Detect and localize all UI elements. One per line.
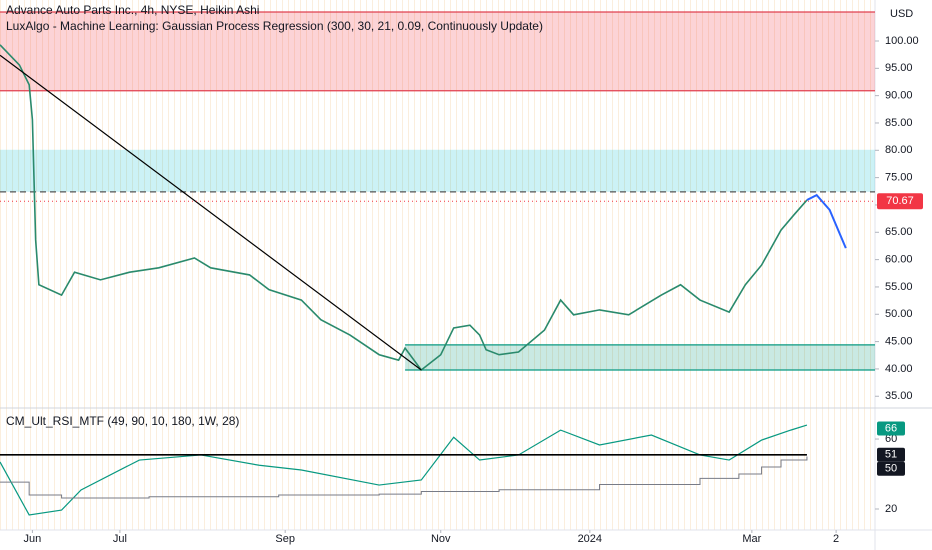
x-tick-label: Nov — [431, 533, 451, 545]
x-tick-label: Sep — [275, 533, 295, 545]
y-tick-label: 100.00 — [885, 35, 919, 47]
x-tick-label: Mar — [742, 533, 761, 545]
end-label-box — [877, 461, 905, 476]
y-tick-label: 80.00 — [885, 144, 913, 156]
y-tick-label: 85.00 — [885, 117, 913, 129]
end-label: 66 — [885, 422, 897, 434]
y-tick-label: 75.00 — [885, 172, 913, 184]
end-label-box — [877, 447, 905, 462]
series-line — [0, 54, 422, 371]
x-tick-label: 2024 — [578, 533, 602, 545]
plot-background — [0, 0, 875, 530]
y-tick-label: 95.00 — [885, 62, 913, 74]
y-tick-label: 35.00 — [885, 390, 913, 402]
rsi-title: CM_Ult_RSI_MTF (49, 90, 10, 180, 1W, 28) — [6, 414, 239, 428]
y-tick-label: 90.00 — [885, 90, 913, 102]
y-tick-label: 40.00 — [885, 363, 913, 375]
last-price-label: 70.67 — [886, 195, 914, 207]
y-tick-label: 65.00 — [885, 226, 913, 238]
y-tick-label: 20 — [885, 503, 897, 515]
zone — [0, 149, 875, 192]
series-line — [0, 456, 808, 499]
zone — [0, 12, 875, 91]
end-label: 50 — [885, 463, 897, 475]
indicator-title: LuxAlgo - Machine Learning: Gaussian Pro… — [6, 19, 543, 33]
y-tick-label: 60 — [885, 433, 897, 445]
currency[interactable]: USD — [890, 8, 913, 20]
zone — [405, 344, 875, 371]
x-tick-label: Jun — [24, 533, 42, 545]
series-line — [0, 424, 808, 516]
x-tick-label: 2 — [833, 533, 839, 545]
x-tick-label: Jul — [113, 533, 127, 545]
end-label: 51 — [885, 449, 897, 461]
y-tick-label: 50.00 — [885, 308, 913, 320]
end-label-box — [877, 421, 905, 436]
y-tick-label: 55.00 — [885, 281, 913, 293]
y-tick-label: 60.00 — [885, 254, 913, 266]
chart-title: Advance Auto Parts Inc., 4h, NYSE, Heiki… — [6, 3, 259, 17]
series-line — [806, 193, 847, 249]
y-tick-label: 45.00 — [885, 336, 913, 348]
last-price-box — [877, 193, 923, 210]
